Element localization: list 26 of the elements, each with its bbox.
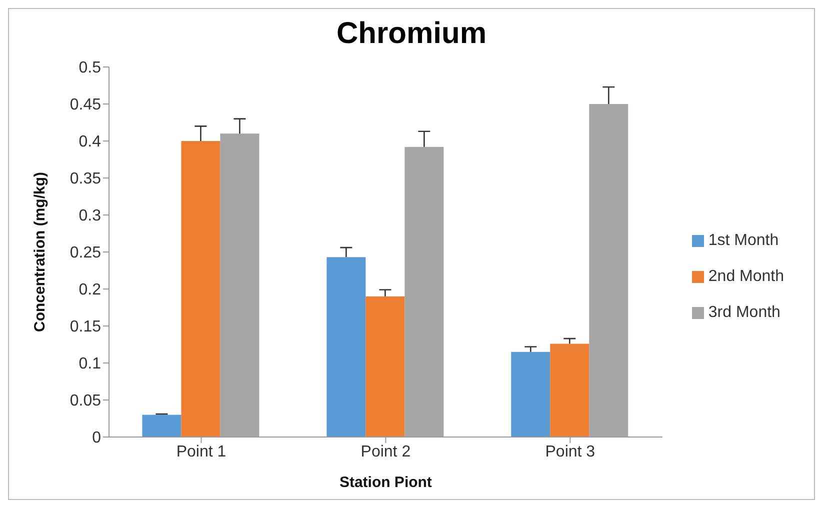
legend-label: 3rd Month [708,304,780,321]
bar [550,344,590,437]
y-tick-label: 0.1 [78,356,102,373]
y-tick-label: 0.4 [78,134,102,151]
y-tick-label: 0.15 [70,318,102,336]
x-tick-label: Point 3 [545,443,596,460]
x-tick-label: Point 1 [176,443,226,460]
x-tick-label: Point 2 [360,443,411,460]
bar [366,296,405,437]
bar [181,141,220,437]
y-tick-label: 0 [92,430,102,447]
y-tick-label: 0.2 [78,282,102,299]
legend-label: 1st Month [708,232,779,249]
y-tick-label: 0.5 [78,60,102,77]
bar [326,257,366,437]
y-tick-label: 0.3 [78,208,102,225]
y-tick-label: 0.25 [70,244,102,262]
chart-title: Chromium [336,17,488,52]
y-tick-label: 0.45 [70,96,102,114]
y-axis-title: Concentration (mg/kg) [31,172,48,332]
legend-label: 2nd Month [708,268,784,285]
bar [511,352,550,437]
x-axis-title: Station Piont [339,474,432,491]
y-tick-label: 0.05 [70,392,102,410]
y-tick-label: 0.35 [70,170,102,188]
bar [142,414,182,437]
